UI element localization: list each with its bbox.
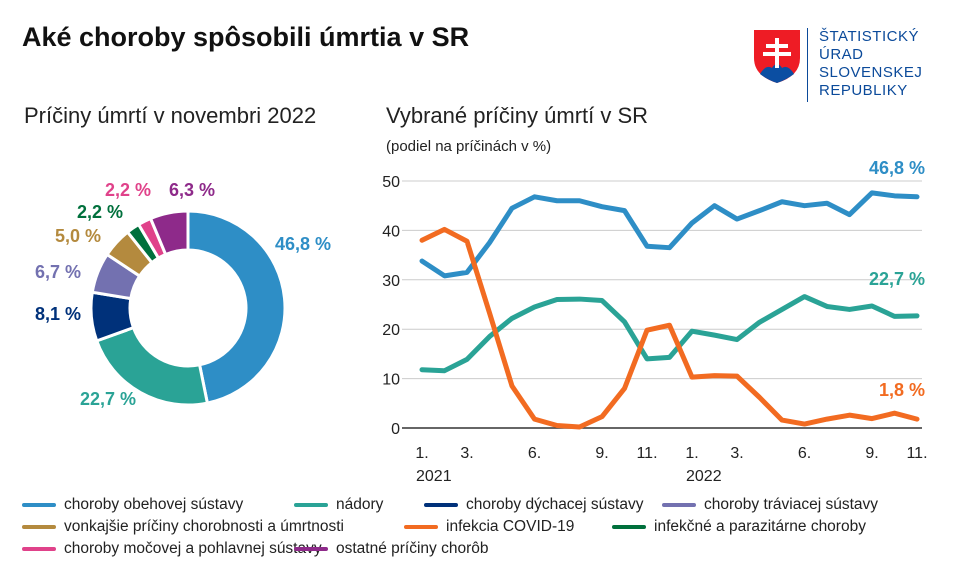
legend-item: choroby dýchacej sústavy (424, 496, 643, 514)
legend-item: choroby tráviacej sústavy (662, 496, 878, 514)
page-title: Aké choroby spôsobili úmrtia v SR (22, 22, 470, 52)
x-tick-label: 6. (798, 445, 811, 462)
pie-data-label: 22,7 % (80, 389, 136, 409)
pie-data-label: 2,2 % (77, 202, 123, 222)
legend-swatch (22, 502, 56, 507)
slovak-coat-of-arms-logo (754, 30, 800, 83)
legend-item: choroby obehovej sústavy (22, 496, 243, 514)
line-chart: 0 10 20 30 40 50 1. 3. 6. 9. 11. 1. 3. 6. 9. 11. 2021 202… (382, 158, 927, 485)
pie-slice (148, 209, 190, 257)
legend-label: vonkajšie príčiny chorobnosti a úmrtnost… (64, 518, 344, 535)
y-tick-label: 50 (382, 174, 400, 191)
legend-item: nádory (294, 496, 383, 514)
legend-swatch (22, 524, 56, 529)
legend-item: infekcia COVID-19 (404, 518, 574, 536)
x-tick-label: 11. (906, 445, 927, 462)
x-year-label: 2021 (416, 468, 452, 485)
legend-item: infekčné a parazitárne choroby (612, 518, 866, 536)
line-title: Vybrané príčiny úmrtí v SR (386, 103, 649, 128)
x-tick-label: 9. (595, 445, 608, 462)
legend-label: choroby obehovej sústavy (64, 496, 244, 513)
y-tick-label: 20 (382, 322, 400, 339)
legend-swatch (662, 502, 696, 507)
x-tick-label: 6. (528, 445, 541, 462)
pie-slice (186, 209, 287, 405)
legend-item: choroby močovej a pohlavnej sústavy (22, 540, 322, 558)
pie-data-label: 5,0 % (55, 226, 101, 246)
y-tick-label: 0 (391, 421, 400, 438)
legend-label: choroby močovej a pohlavnej sústavy (64, 540, 322, 557)
x-tick-label: 1. (415, 445, 428, 462)
y-tick-label: 40 (382, 223, 400, 240)
legend-swatch (294, 546, 328, 551)
series-line (419, 226, 920, 430)
legend-swatch (294, 502, 328, 507)
legend-item: ostatné príčiny chorôb (294, 540, 489, 558)
pie-data-label: 2,2 % (105, 180, 151, 200)
legend-label: ostatné príčiny chorôb (336, 540, 489, 557)
series-end-label: 1,8 % (879, 380, 925, 400)
legend-label: infekčné a parazitárne choroby (654, 518, 866, 535)
legend-label: nádory (336, 496, 384, 513)
x-tick-label: 9. (865, 445, 878, 462)
pie-data-label: 8,1 % (35, 304, 81, 324)
line-subtitle: (podiel na príčinách v %) (386, 138, 552, 155)
pie-title: Príčiny úmrtí v novembri 2022 (24, 103, 317, 128)
series-line (419, 190, 920, 279)
legend-swatch (612, 524, 646, 529)
pie-data-label: 46,8 % (275, 234, 331, 254)
x-tick-label: 3. (730, 445, 743, 462)
y-tick-label: 30 (382, 273, 400, 290)
legend-item: vonkajšie príčiny chorobnosti a úmrtnost… (22, 518, 344, 536)
logo-text: ŠTATISTICKÝ ÚRAD SLOVENSKEJ REPUBLIKY (819, 28, 923, 99)
series-end-label: 22,7 % (869, 269, 925, 289)
x-tick-label: 11. (636, 445, 657, 462)
x-tick-label: 3. (460, 445, 473, 462)
legend-label: choroby dýchacej sústavy (466, 496, 644, 513)
series-end-label: 46,8 % (869, 158, 925, 178)
y-tick-label: 10 (382, 372, 400, 389)
legend-swatch (404, 524, 438, 529)
pie-data-label: 6,7 % (35, 262, 81, 282)
donut-chart: 46,8 % 22,7 % 8,1 % 6,7 % 5,0 % 2,2 %2,2 % 6,3… (35, 180, 331, 409)
legend-label: infekcia COVID-19 (446, 518, 575, 535)
series-line (419, 294, 920, 374)
legend-label: choroby tráviacej sústavy (704, 496, 879, 513)
legend-swatch (424, 502, 458, 507)
pie-data-label: 6,3 % (169, 180, 215, 200)
logo-divider (807, 28, 808, 102)
x-tick-label: 1. (685, 445, 698, 462)
legend-swatch (22, 546, 56, 551)
x-year-label: 2022 (686, 468, 722, 485)
